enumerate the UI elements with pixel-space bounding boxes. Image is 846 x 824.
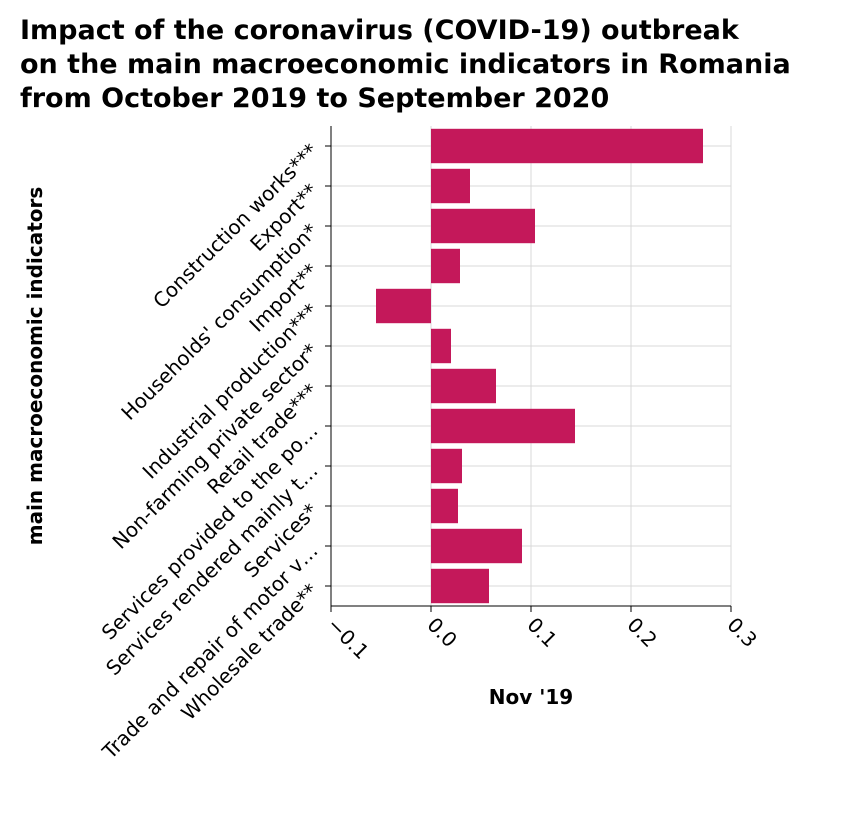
x-tick-label: 0.1	[522, 613, 561, 652]
bar	[376, 288, 431, 324]
chart-title-line-2: on the main macroeconomic indicators in …	[20, 49, 791, 80]
bar	[431, 528, 522, 564]
axis-layer	[325, 126, 732, 612]
bar	[431, 168, 470, 204]
bar	[431, 368, 496, 404]
x-axis-title: Nov '19	[489, 685, 573, 709]
chart-title-line-1: Impact of the coronavirus (COVID-19) out…	[20, 15, 739, 46]
bar	[431, 328, 451, 364]
x-tick-label: 0.3	[722, 613, 761, 652]
bar	[431, 448, 462, 484]
bar	[431, 408, 575, 444]
x-tick-label: 0.0	[422, 613, 461, 652]
bar-layer	[376, 128, 703, 604]
chart-title-line-3: from October 2019 to September 2020	[20, 83, 610, 114]
bar	[431, 568, 489, 604]
bar	[431, 128, 703, 164]
y-axis-title: main macroeconomic indicators	[23, 187, 47, 546]
bar	[431, 248, 460, 284]
x-tick-label: −0.1	[322, 613, 373, 664]
grid-layer	[330, 126, 732, 606]
x-tick-label: 0.2	[622, 613, 661, 652]
bar	[431, 208, 535, 244]
chart-title: Impact of the coronavirus (COVID-19) out…	[20, 14, 840, 116]
bar	[431, 488, 458, 524]
